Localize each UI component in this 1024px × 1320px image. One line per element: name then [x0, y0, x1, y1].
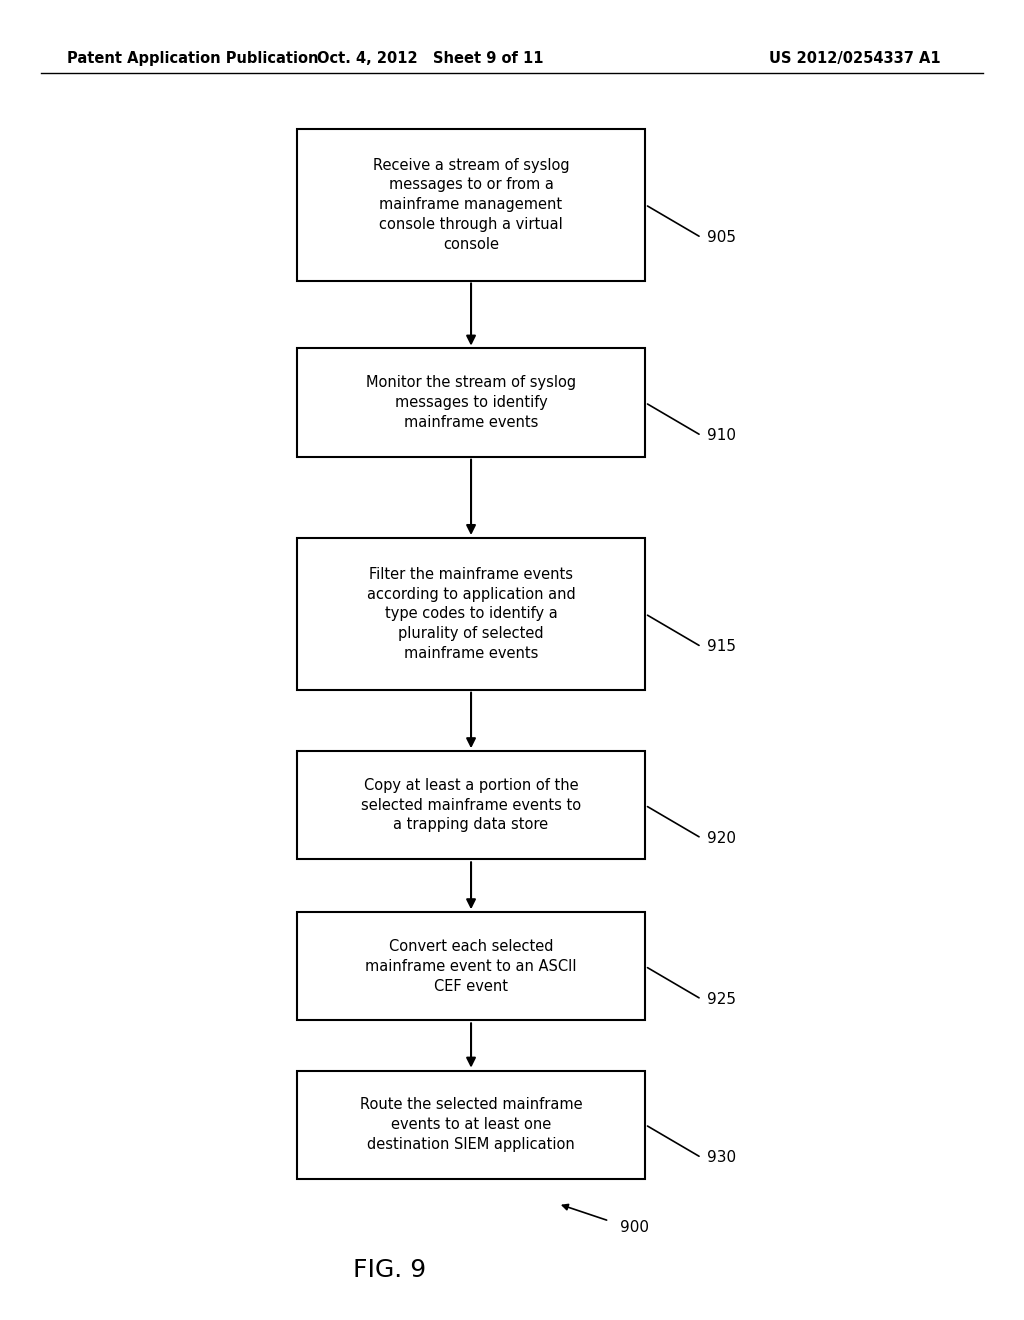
Text: 920: 920	[707, 830, 735, 846]
Text: Monitor the stream of syslog
messages to identify
mainframe events: Monitor the stream of syslog messages to…	[366, 375, 577, 430]
Text: 905: 905	[707, 230, 735, 246]
Text: 930: 930	[707, 1150, 735, 1166]
Text: Route the selected mainframe
events to at least one
destination SIEM application: Route the selected mainframe events to a…	[359, 1097, 583, 1152]
Text: Copy at least a portion of the
selected mainframe events to
a trapping data stor: Copy at least a portion of the selected …	[361, 777, 581, 833]
Text: Patent Application Publication: Patent Application Publication	[67, 50, 318, 66]
Bar	[297, 1071, 645, 1179]
Bar	[297, 539, 645, 689]
Text: Filter the mainframe events
according to application and
type codes to identify : Filter the mainframe events according to…	[367, 566, 575, 661]
Bar	[297, 129, 645, 281]
Text: Receive a stream of syslog
messages to or from a
mainframe management
console th: Receive a stream of syslog messages to o…	[373, 157, 569, 252]
Bar	[297, 348, 645, 457]
Text: FIG. 9: FIG. 9	[352, 1258, 426, 1282]
Text: Oct. 4, 2012   Sheet 9 of 11: Oct. 4, 2012 Sheet 9 of 11	[316, 50, 544, 66]
Bar	[297, 751, 645, 859]
Text: 900: 900	[620, 1220, 648, 1236]
Text: Convert each selected
mainframe event to an ASCII
CEF event: Convert each selected mainframe event to…	[366, 939, 577, 994]
Text: 915: 915	[707, 639, 735, 655]
Bar	[297, 912, 645, 1020]
Text: US 2012/0254337 A1: US 2012/0254337 A1	[769, 50, 941, 66]
Text: 925: 925	[707, 991, 735, 1007]
Text: 910: 910	[707, 428, 735, 444]
